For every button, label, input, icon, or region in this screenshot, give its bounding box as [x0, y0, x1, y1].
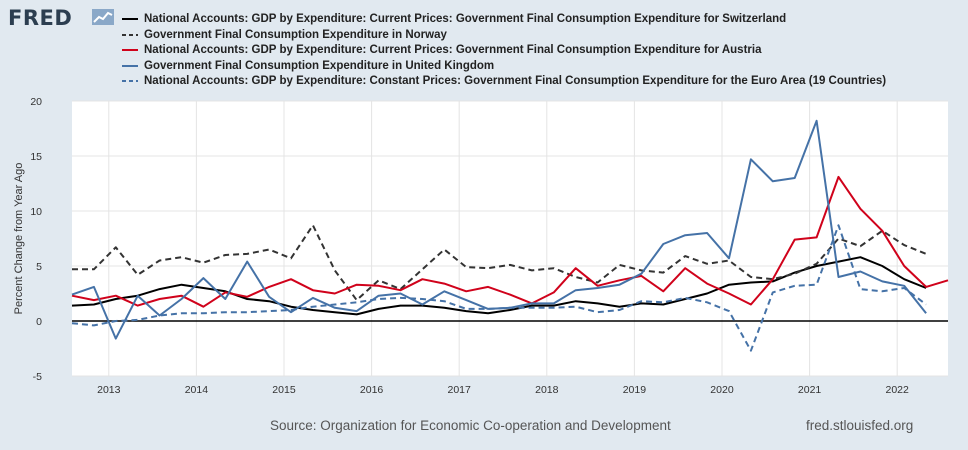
- legend-swatch: [122, 18, 138, 20]
- x-tick-label: 2022: [886, 384, 910, 396]
- x-tick-label: 2016: [360, 384, 384, 396]
- legend-swatch: [122, 49, 138, 51]
- x-tick-label: 2021: [798, 384, 822, 396]
- y-tick-label: 0: [36, 316, 42, 328]
- legend-swatch: [122, 33, 138, 36]
- x-tick-label: 2013: [97, 384, 121, 396]
- legend-label: National Accounts: GDP by Expenditure: C…: [144, 75, 887, 87]
- y-axis-label: Percent Change from Year Ago: [13, 163, 25, 315]
- fred-logo-graph-icon: [92, 9, 114, 25]
- y-tick-label: 10: [30, 206, 42, 218]
- y-tick-label: -5: [33, 371, 42, 383]
- site-url[interactable]: fred.stlouisfed.org: [806, 418, 914, 433]
- x-tick-label: 2018: [535, 384, 559, 396]
- y-tick-label: 5: [36, 261, 42, 273]
- x-tick-label: 2017: [448, 384, 472, 396]
- legend-swatch: [122, 64, 138, 67]
- source-note: Source: Organization for Economic Co-ope…: [270, 418, 671, 433]
- plot-area: [72, 101, 948, 376]
- x-tick-label: 2015: [272, 384, 296, 396]
- legend-swatch: [122, 80, 138, 82]
- y-tick-label: 20: [30, 96, 42, 108]
- legend-label: Government Final Consumption Expenditure…: [144, 59, 495, 72]
- series-line-4: [71, 224, 927, 352]
- y-tick-label: 15: [30, 151, 42, 163]
- fred-logo: FRED: [8, 6, 73, 30]
- x-tick-label: 2020: [710, 384, 734, 396]
- x-tick-label: 2019: [623, 384, 647, 396]
- legend-label: National Accounts: GDP by Expenditure: C…: [144, 44, 762, 56]
- series-line-2: [71, 175, 949, 308]
- legend-label: Government Final Consumption Expenditure…: [144, 28, 447, 41]
- series-line-1: [72, 224, 927, 302]
- legend-label: National Accounts: GDP by Expenditure: C…: [144, 13, 787, 25]
- x-tick-label: 2014: [185, 384, 209, 396]
